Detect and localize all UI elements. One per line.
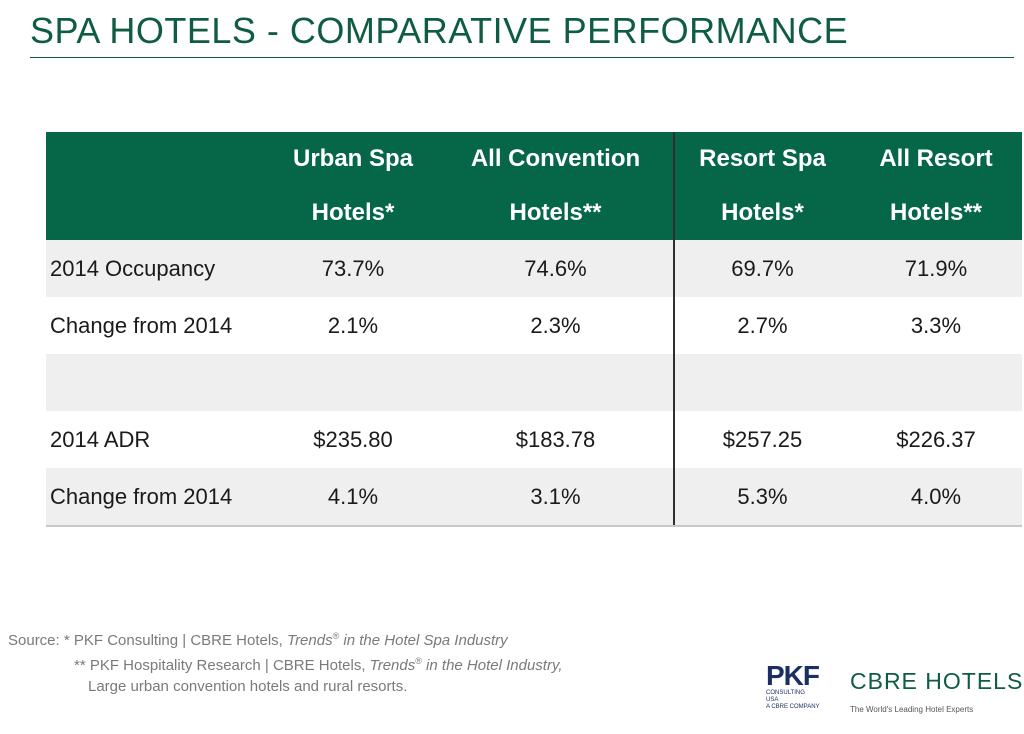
- performance-table: Urban Spa Hotels* All Convention Hotels** …: [46, 132, 1022, 527]
- table-cell: 5.3%: [673, 468, 850, 527]
- table-cell: 74.6%: [438, 240, 674, 297]
- table-cell: [673, 354, 850, 411]
- table-row: 2014 Occupancy 73.7% 74.6% 69.7% 71.9%: [46, 240, 1022, 297]
- table-cell: $226.37: [850, 411, 1022, 468]
- table-cell: 3.1%: [438, 468, 674, 527]
- header-resort-spa: Resort Spa Hotels*: [673, 132, 850, 240]
- table-cell: 3.3%: [850, 297, 1022, 354]
- table-cell: 69.7%: [673, 240, 850, 297]
- row-label: Change from 2014: [46, 297, 268, 354]
- table-cell: 4.1%: [268, 468, 438, 527]
- table-cell: $257.25: [673, 411, 850, 468]
- table-cell: 2.7%: [673, 297, 850, 354]
- table-row: Change from 2014 2.1% 2.3% 2.7% 3.3%: [46, 297, 1022, 354]
- table-row: Change from 2014 4.1% 3.1% 5.3% 4.0%: [46, 468, 1022, 527]
- source-line-3: Large urban convention hotels and rural …: [88, 678, 408, 695]
- table-cell: 2.1%: [268, 297, 438, 354]
- row-label: 2014 Occupancy: [46, 240, 268, 297]
- table-cell: $235.80: [268, 411, 438, 468]
- table-row: 2014 ADR $235.80 $183.78 $257.25 $226.37: [46, 411, 1022, 468]
- title-underline: [30, 57, 1014, 58]
- table-header-row: Urban Spa Hotels* All Convention Hotels** …: [46, 132, 1022, 240]
- row-label: [46, 354, 268, 411]
- row-label: Change from 2014: [46, 468, 268, 527]
- header-all-resort: All Resort Hotels**: [850, 132, 1022, 240]
- table-cell: [850, 354, 1022, 411]
- table-cell: 71.9%: [850, 240, 1022, 297]
- header-all-convention: All Convention Hotels**: [438, 132, 674, 240]
- table-cell: $183.78: [438, 411, 674, 468]
- table-cell: [268, 354, 438, 411]
- table-cell: 4.0%: [850, 468, 1022, 527]
- header-urban-spa: Urban Spa Hotels*: [268, 132, 438, 240]
- table-cell: [438, 354, 674, 411]
- row-label: 2014 ADR: [46, 411, 268, 468]
- header-corner: [46, 132, 268, 240]
- source-line-1: Source: * PKF Consulting | CBRE Hotels, …: [8, 631, 508, 649]
- pkf-logo: PKF CONSULTING USA A CBRE COMPANY: [766, 660, 820, 711]
- source-note: Source: * PKF Consulting | CBRE Hotels, …: [8, 626, 563, 697]
- cbre-hotels-logo: CBRE HOTELS The World's Leading Hotel Ex…: [850, 668, 1024, 714]
- table-cell: 73.7%: [268, 240, 438, 297]
- page-title: SPA HOTELS - COMPARATIVE PERFORMANCE: [30, 10, 849, 51]
- source-line-2: ** PKF Hospitality Research | CBRE Hotel…: [74, 656, 563, 674]
- table-row-spacer: [46, 354, 1022, 411]
- table-cell: 2.3%: [438, 297, 674, 354]
